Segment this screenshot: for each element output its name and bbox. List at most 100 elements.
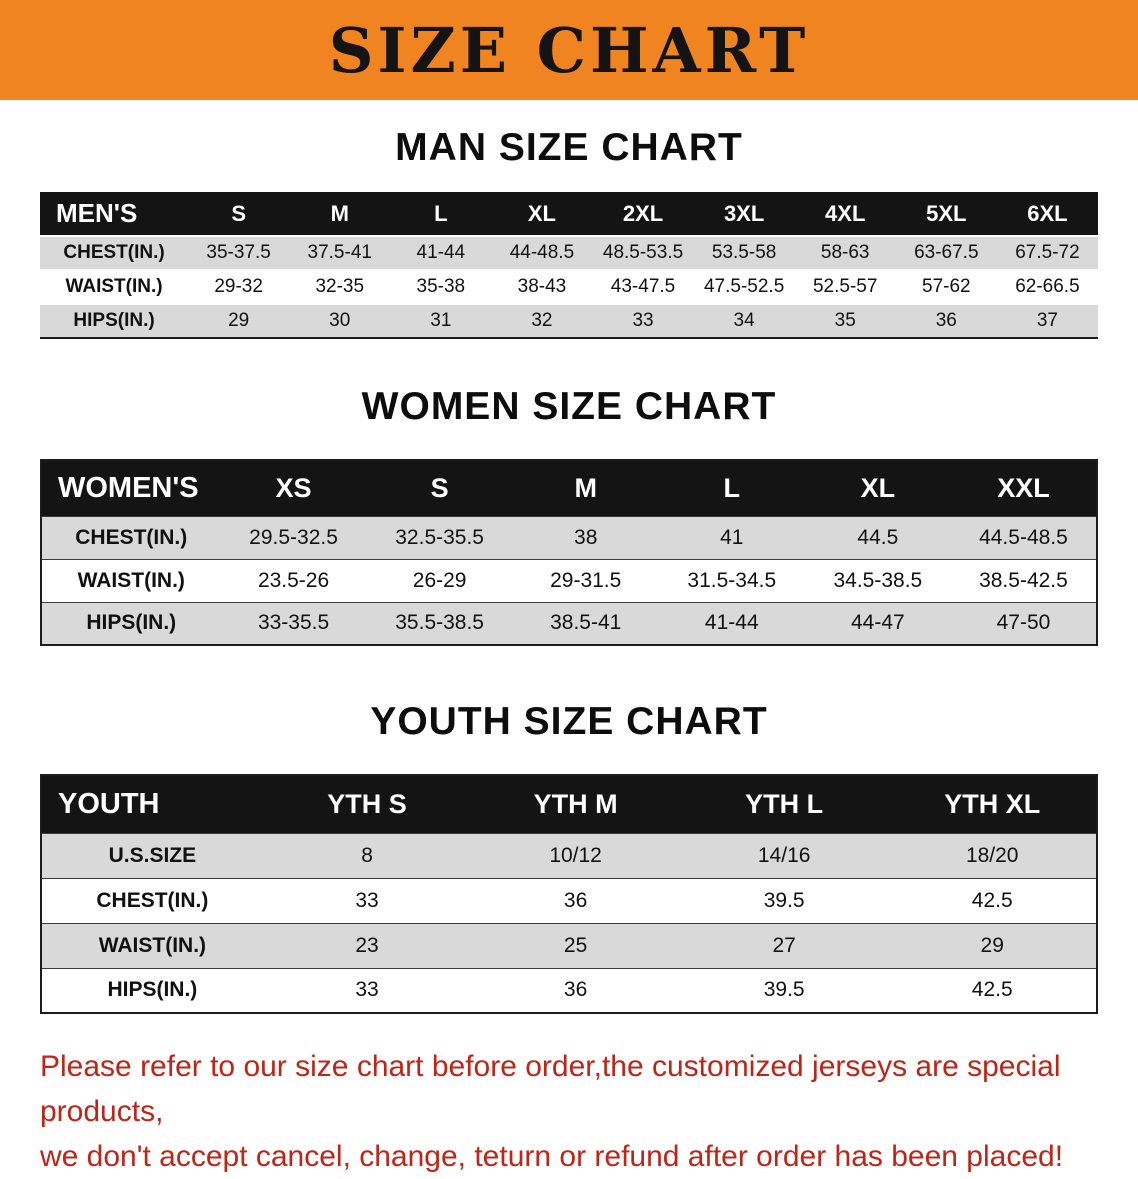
measurement-value-cell: 18/20	[965, 843, 1019, 867]
measurement-value-cell: 25	[563, 933, 588, 957]
measurement-value-cell: 29	[188, 303, 290, 338]
measurement-value-cell: 35-37.5	[188, 235, 290, 270]
measurement-value-cell: 67.5-72	[996, 235, 1098, 270]
disclaimer-line-1: Please refer to our size chart before or…	[40, 1050, 1061, 1128]
measurement-value-cell: 42.5	[971, 888, 1013, 912]
measurement-value-cell: 39.5	[763, 978, 805, 1002]
measurement-value-cell: 38	[574, 525, 598, 549]
size-header-cell: S	[430, 472, 449, 503]
size-header-cell: YTH S	[327, 788, 407, 819]
measurement-label-cell: HIPS(IN.)	[86, 611, 177, 635]
measurement-value-cell: 23	[355, 933, 379, 957]
size-header-row: MEN'S S M L XL 2XL 3XL 4XL 5XL 6XL	[40, 192, 1098, 236]
table-group-label: WOMEN'S	[58, 471, 199, 504]
measurement-value-cell: 44-47	[851, 611, 905, 635]
measurement-value-cell: 23.5-26	[257, 568, 330, 592]
measurement-value-cell: 36	[563, 888, 588, 912]
size-header-cell: XL	[860, 472, 896, 503]
measurement-value-cell: 62-66.5	[996, 269, 1098, 304]
youth-size-table: YOUTH YTH S YTH M YTH L YTH XL U.S.SIZE 8 10/12…	[40, 774, 1098, 1014]
measurement-label-cell: CHEST(IN.)	[40, 235, 189, 270]
measurement-row: WAIST(IN.) 23.5-26 26-29 29-31.5 31.5-34.5 34…	[41, 559, 1097, 602]
measurement-label-cell: U.S.SIZE	[108, 843, 197, 867]
size-header-cell: YTH L	[745, 788, 824, 819]
measurement-row: CHEST(IN.) 29.5-32.5 32.5-35.5 38 41 44.5 44.5…	[41, 516, 1097, 559]
banner-title: SIZE CHART	[328, 13, 810, 87]
disclaimer-line-2: we don't accept cancel, change, teturn o…	[40, 1140, 1064, 1173]
measurement-value-cell: 34.5-38.5	[833, 568, 923, 592]
measurement-value-cell: 29-32	[188, 269, 290, 304]
measurement-value-cell: 36	[895, 303, 997, 338]
measurement-value-cell: 41-44	[704, 611, 759, 635]
measurement-value-cell: 53.5-58	[693, 235, 795, 270]
measurement-value-cell: 47.5-52.5	[693, 269, 795, 304]
measurement-value-cell: 30	[289, 303, 391, 338]
measurement-value-cell: 32	[491, 303, 593, 338]
measurement-value-cell: 10/12	[549, 843, 602, 867]
size-header-cell: M	[330, 200, 349, 226]
order-disclaimer: Please refer to our size chart before or…	[40, 1044, 1098, 1179]
measurement-value-cell: 44.5	[857, 525, 899, 549]
measurement-value-cell: 44.5-48.5	[979, 525, 1068, 549]
measurement-label-cell: HIPS(IN.)	[40, 303, 189, 338]
measurement-value-cell: 52.5-57	[794, 269, 896, 304]
measurement-row: WAIST(IN.) 23 25 27 29	[41, 923, 1097, 968]
measurement-value-cell: 35-38	[390, 269, 492, 304]
measurement-label-cell: WAIST(IN.)	[77, 568, 185, 592]
measurement-value-cell: 42.5	[971, 978, 1013, 1002]
measurement-label-cell: CHEST(IN.)	[96, 888, 209, 912]
measurement-value-cell: 33-35.5	[257, 611, 330, 635]
measurement-value-cell: 37	[996, 303, 1098, 338]
measurement-value-cell: 38-43	[491, 269, 593, 304]
measurement-value-cell: 29	[980, 933, 1004, 957]
women-size-table: WOMEN'S XS S M L XL XXL CHEST(IN.) 29.5-32.5 32.5…	[40, 459, 1098, 646]
size-header-cell: 6XL	[1027, 200, 1068, 226]
measurement-value-cell: 37.5-41	[289, 235, 391, 270]
table-group-label: YOUTH	[58, 787, 160, 820]
size-header-cell: 4XL	[825, 200, 866, 226]
men-size-table: MEN'S S M L XL 2XL 3XL 4XL 5XL 6XL CHEST(IN.) 35-37…	[40, 192, 1098, 339]
size-header-cell: 3XL	[723, 200, 765, 226]
measurement-row: CHEST(IN.) 33 36 39.5 42.5	[41, 878, 1097, 923]
measurement-row: U.S.SIZE 8 10/12 14/16 18/20	[41, 833, 1097, 878]
measurement-label-cell: HIPS(IN.)	[107, 978, 198, 1002]
measurement-value-cell: 41-44	[390, 235, 492, 270]
youth-section-heading: YOUTH SIZE CHART	[370, 700, 768, 743]
measurement-value-cell: 34	[693, 303, 795, 338]
measurement-value-cell: 41	[720, 525, 744, 549]
measurement-value-cell: 38.5-41	[550, 611, 622, 635]
measurement-value-cell: 31.5-34.5	[687, 568, 777, 592]
measurement-value-cell: 32.5-35.5	[395, 525, 484, 549]
size-header-cell: YTH M	[533, 788, 618, 819]
size-header-cell: L	[723, 472, 741, 503]
measurement-value-cell: 47-50	[996, 611, 1051, 635]
measurement-value-cell: 39.5	[763, 888, 805, 912]
measurement-label-cell: WAIST(IN.)	[40, 269, 189, 304]
measurement-row: HIPS(IN.) 29 30 31 32 33 34 35 36 37	[40, 303, 1098, 338]
measurement-value-cell: 33	[355, 978, 379, 1002]
measurement-row: HIPS(IN.) 33-35.5 35.5-38.5 38.5-41 41-44 44-…	[41, 602, 1097, 645]
measurement-value-cell: 8	[361, 843, 373, 867]
measurement-value-cell: 63-67.5	[895, 235, 997, 270]
measurement-value-cell: 35.5-38.5	[395, 611, 484, 635]
measurement-value-cell: 58-63	[794, 235, 896, 270]
measurement-value-cell: 35	[794, 303, 896, 338]
table-group-label: MEN'S	[56, 198, 138, 228]
measurement-value-cell: 29.5-32.5	[249, 525, 338, 549]
size-header-cell: XS	[275, 472, 312, 503]
size-header-cell: YTH XL	[944, 788, 1041, 819]
measurement-value-cell: 14/16	[757, 843, 811, 867]
measurement-value-cell: 29-31.5	[550, 568, 622, 592]
measurement-label-cell: WAIST(IN.)	[98, 933, 207, 957]
size-header-cell: 5XL	[926, 200, 967, 226]
size-header-cell: 2XL	[622, 200, 664, 226]
measurement-value-cell: 36	[563, 978, 588, 1002]
measurement-value-cell: 38.5-42.5	[979, 568, 1068, 592]
size-header-cell: L	[434, 200, 448, 226]
measurement-row: HIPS(IN.) 33 36 39.5 42.5	[41, 968, 1097, 1013]
men-section-heading: MAN SIZE CHART	[395, 126, 743, 169]
measurement-value-cell: 43-47.5	[592, 269, 694, 304]
women-section-heading: WOMEN SIZE CHART	[361, 385, 777, 428]
size-header-row: YOUTH YTH S YTH M YTH L YTH XL	[41, 775, 1097, 833]
size-chart-banner: SIZE CHART	[0, 0, 1138, 100]
